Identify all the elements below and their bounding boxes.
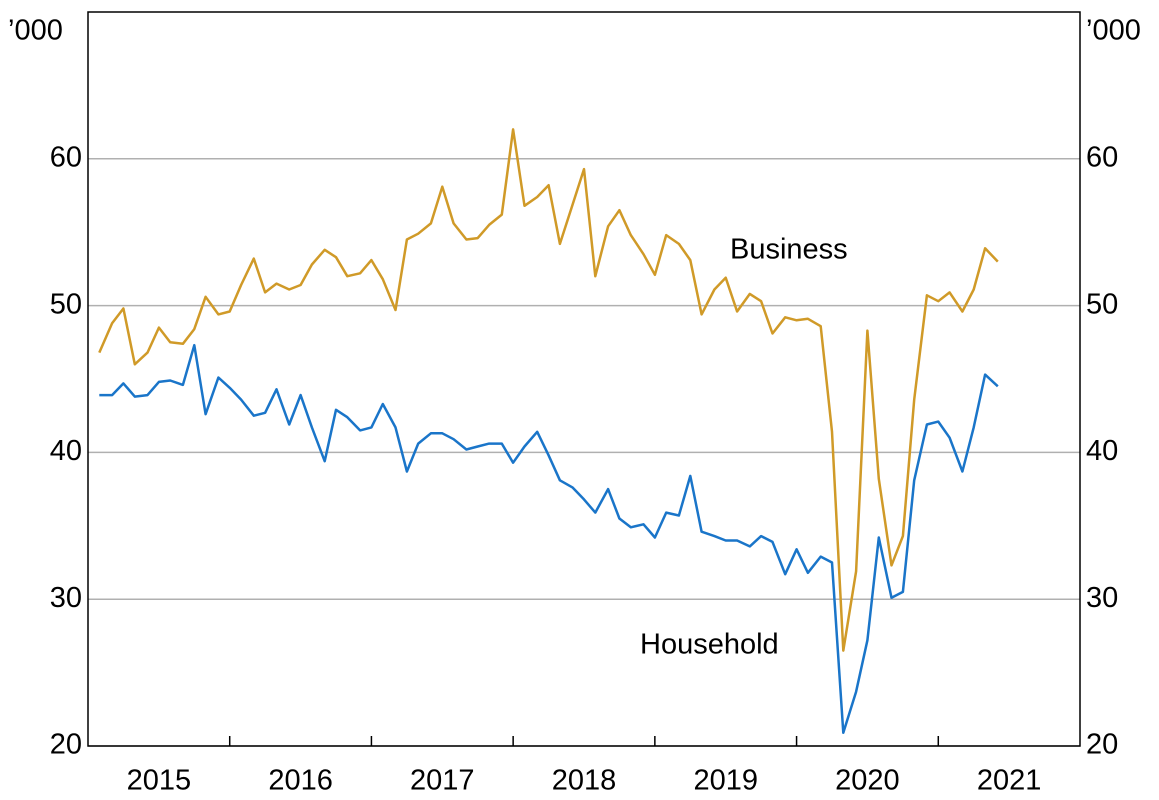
- y-tick-label: 30: [50, 582, 82, 614]
- y-unit-left: ’000: [8, 15, 63, 47]
- series-label: Business: [730, 234, 848, 266]
- y2-tick-label: 50: [1086, 288, 1118, 320]
- y2-tick-label: 30: [1086, 582, 1118, 614]
- x-tick-label: 2018: [552, 765, 617, 797]
- series-line: [99, 343, 999, 735]
- series-line: [98, 128, 999, 652]
- y-tick-label: 20: [50, 729, 82, 761]
- x-tick-label: 2017: [410, 765, 475, 797]
- x-tick-label: 2020: [835, 765, 900, 797]
- y-tick-label: 40: [50, 435, 82, 467]
- y2-tick-label: 20: [1086, 729, 1118, 761]
- series-label: Household: [640, 629, 779, 661]
- x-tick-label: 2019: [693, 765, 758, 797]
- y2-tick-label: 60: [1086, 141, 1118, 173]
- plot-frame: [87, 11, 1081, 747]
- x-tick-label: 2016: [268, 765, 333, 797]
- y-tick-label: 60: [50, 141, 82, 173]
- y2-tick-label: 40: [1086, 435, 1118, 467]
- x-tick-label: 2015: [127, 765, 192, 797]
- x-tick-label: 2021: [977, 765, 1042, 797]
- y-tick-label: 50: [50, 288, 82, 320]
- y-unit-right: ’000: [1086, 15, 1141, 47]
